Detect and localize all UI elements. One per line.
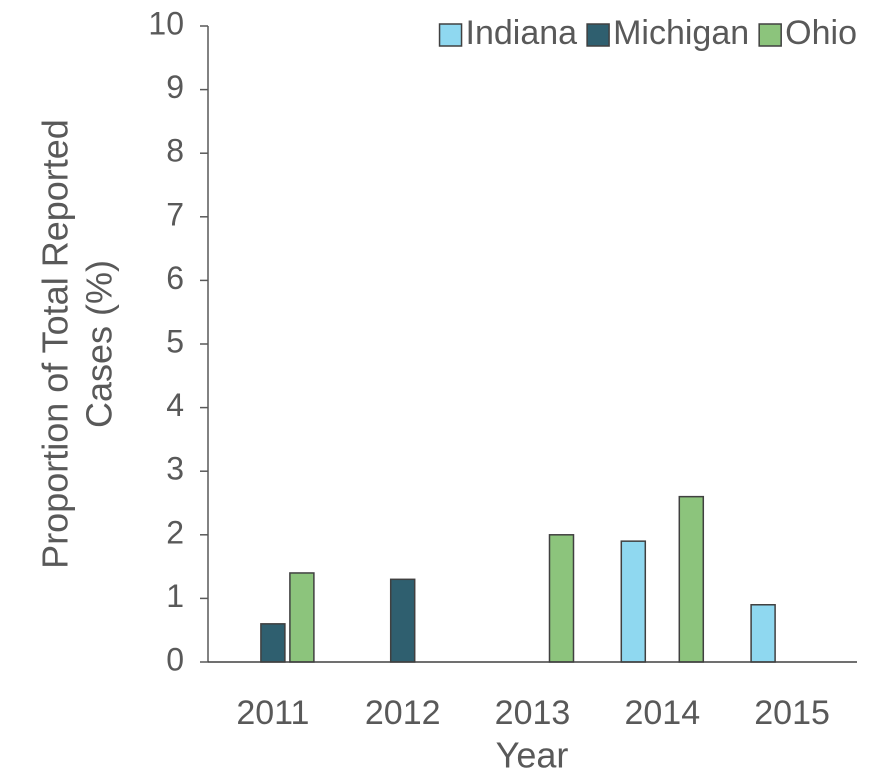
y-tick-label: 4 bbox=[166, 387, 184, 423]
bar bbox=[289, 572, 315, 663]
y-tick-label: 9 bbox=[166, 69, 184, 105]
y-tick-label: 3 bbox=[166, 451, 184, 487]
bar bbox=[389, 578, 416, 663]
bar bbox=[678, 495, 705, 663]
y-tick-label: 8 bbox=[166, 133, 184, 169]
y-axis-title-line: Proportion of Total Reported bbox=[35, 119, 76, 569]
bar bbox=[260, 623, 286, 663]
legend-swatch bbox=[438, 23, 463, 47]
x-tick-label: 2015 bbox=[754, 694, 830, 732]
y-tick-label: 1 bbox=[166, 578, 184, 614]
x-tick-label: 2011 bbox=[236, 694, 309, 732]
legend-swatch bbox=[758, 23, 782, 47]
legend-swatch bbox=[586, 23, 610, 47]
legend-label: Michigan bbox=[613, 14, 749, 52]
y-tick-label: 6 bbox=[166, 260, 184, 296]
bar bbox=[548, 534, 575, 663]
y-tick-label: 2 bbox=[166, 514, 184, 550]
y-tick-label: 10 bbox=[148, 5, 184, 41]
x-tick-label: 2014 bbox=[624, 694, 700, 732]
x-tick-label: 2012 bbox=[365, 694, 441, 732]
legend-label: Indiana bbox=[466, 14, 578, 52]
y-axis-title: Proportion of Total Reported Cases (%) bbox=[35, 119, 120, 569]
bar bbox=[620, 540, 647, 663]
y-tick-label: 0 bbox=[166, 641, 184, 677]
x-tick-label: 2013 bbox=[495, 694, 571, 732]
y-tick-label: 7 bbox=[166, 196, 184, 232]
bar bbox=[750, 604, 776, 663]
legend-label: Ohio bbox=[785, 14, 857, 52]
y-axis-title-line: Cases (%) bbox=[79, 260, 120, 428]
x-axis-title: Year bbox=[496, 735, 569, 776]
y-tick-label: 5 bbox=[166, 323, 184, 359]
